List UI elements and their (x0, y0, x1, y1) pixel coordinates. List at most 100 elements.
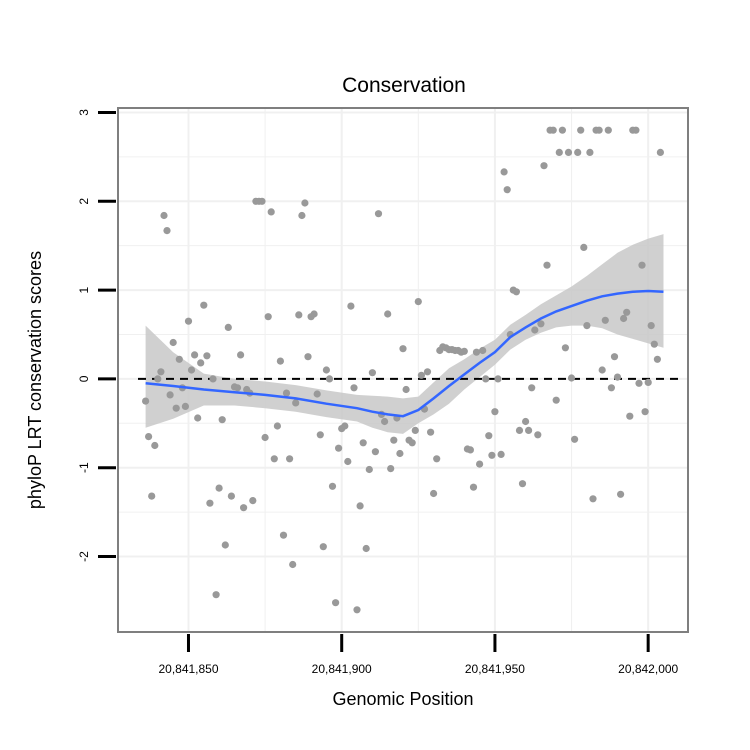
data-point (154, 375, 162, 383)
data-point (414, 298, 422, 306)
data-point (408, 439, 416, 447)
data-point (515, 426, 524, 434)
data-point (632, 126, 640, 134)
data-point (197, 359, 205, 367)
y-tick-label: -2 (77, 551, 91, 562)
data-point (552, 396, 560, 404)
confidence-band-layer (145, 234, 664, 434)
data-point (577, 126, 585, 134)
data-point (433, 455, 441, 463)
data-point (313, 390, 321, 398)
data-point (589, 495, 597, 503)
data-point (282, 389, 291, 397)
data-point (371, 448, 379, 456)
smooth-line-layer (145, 289, 664, 418)
data-point (390, 436, 398, 444)
y-tick-label: 3 (77, 109, 91, 116)
data-point (261, 433, 269, 442)
data-point (184, 317, 193, 325)
data-point (528, 384, 536, 392)
confidence-band (145, 234, 664, 434)
data-point (494, 375, 502, 383)
data-point (503, 186, 511, 194)
data-point (151, 441, 159, 450)
data-point (240, 504, 248, 512)
data-point (224, 323, 232, 331)
data-point (402, 385, 410, 394)
data-point (564, 148, 573, 156)
data-point (543, 261, 551, 269)
data-point (466, 446, 474, 454)
data-point (206, 499, 214, 507)
data-point (166, 391, 174, 399)
data-point (583, 322, 591, 330)
y-tick-label: 2 (77, 198, 91, 205)
data-point (384, 310, 392, 318)
data-point (417, 371, 425, 379)
data-point (316, 431, 324, 439)
data-point (359, 439, 367, 447)
data-point (638, 261, 646, 269)
data-point (175, 355, 183, 363)
data-point (558, 126, 567, 134)
data-point (531, 326, 539, 334)
data-point (258, 197, 266, 205)
data-point (427, 428, 435, 436)
data-point (142, 397, 150, 405)
data-point (344, 457, 352, 466)
data-point (310, 310, 318, 318)
data-point (328, 482, 337, 490)
data-point (623, 308, 631, 316)
data-point (187, 366, 196, 374)
data-point (237, 351, 245, 359)
data-point (289, 560, 297, 569)
data-point (347, 302, 355, 310)
data-point (145, 433, 153, 441)
data-point (218, 416, 226, 424)
data-point (399, 345, 407, 353)
x-tick-label: 20,841,950 (465, 662, 525, 676)
data-point (555, 148, 563, 156)
data-point (512, 288, 521, 296)
panel-border (117, 107, 689, 633)
data-point (279, 531, 288, 539)
data-point (249, 497, 257, 505)
data-point (595, 126, 603, 134)
data-point (221, 541, 229, 549)
data-point (500, 168, 508, 176)
data-point (604, 126, 612, 134)
data-point (270, 455, 278, 463)
x-tick-label: 20,841,850 (158, 662, 218, 676)
data-point (586, 148, 594, 156)
data-point (607, 384, 616, 392)
data-point (411, 426, 419, 434)
data-point (276, 357, 284, 365)
data-point (537, 320, 545, 328)
data-point (620, 314, 628, 323)
data-point (574, 148, 582, 156)
data-point (647, 322, 655, 330)
data-point (191, 351, 199, 359)
data-point (295, 311, 303, 319)
data-point (181, 402, 189, 410)
data-point (267, 208, 275, 216)
data-point (292, 399, 300, 407)
data-point (209, 375, 217, 383)
data-point (522, 417, 530, 426)
data-point (396, 449, 404, 458)
data-point (598, 366, 606, 374)
data-point (650, 340, 658, 348)
data-point (172, 404, 180, 412)
data-point (148, 492, 156, 500)
data-point (561, 344, 570, 352)
data-point (163, 227, 171, 235)
data-point (580, 243, 588, 251)
data-point (298, 211, 306, 220)
chart-title: Conservation (342, 74, 466, 97)
x-tick-label: 20,841,900 (312, 662, 372, 676)
data-point (160, 211, 168, 220)
grid-layer (118, 108, 688, 632)
data-point (194, 414, 202, 422)
data-point (319, 543, 327, 551)
